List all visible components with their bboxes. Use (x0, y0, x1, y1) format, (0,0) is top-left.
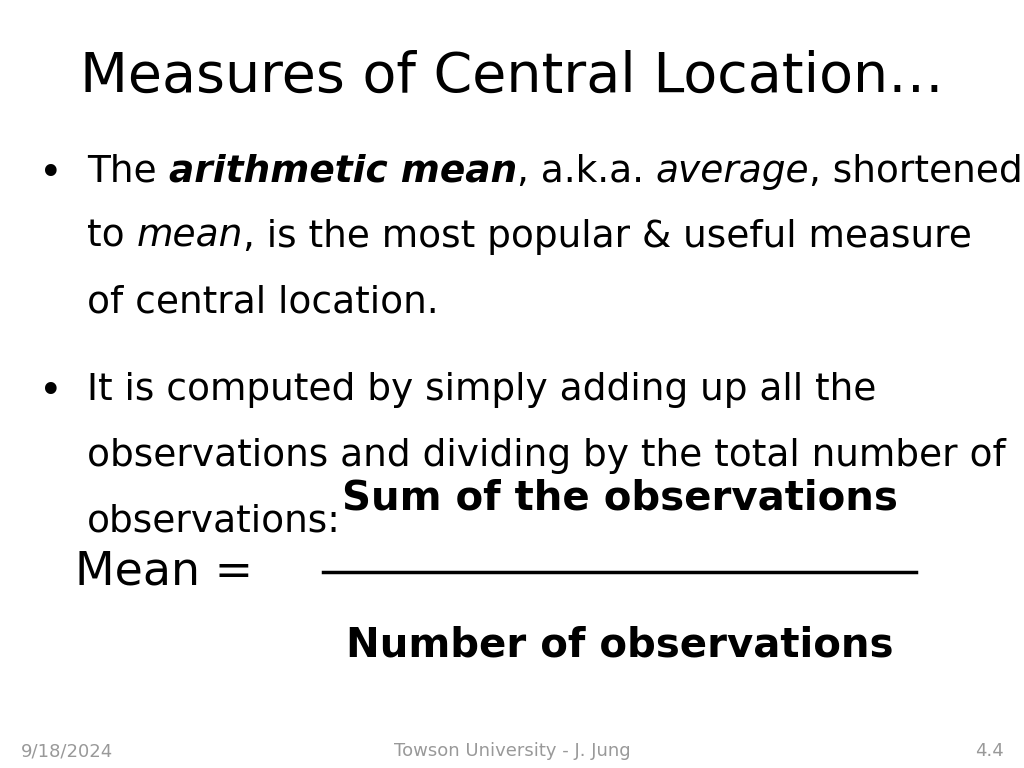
Text: It is computed by simply adding up all the: It is computed by simply adding up all t… (87, 372, 877, 409)
Text: 9/18/2024: 9/18/2024 (20, 742, 113, 760)
Text: Mean =: Mean = (75, 550, 253, 594)
Text: 4.4: 4.4 (975, 742, 1004, 760)
Text: , is the most popular & useful measure: , is the most popular & useful measure (243, 219, 972, 255)
Text: of central location.: of central location. (87, 284, 438, 320)
Text: Measures of Central Location…: Measures of Central Location… (80, 50, 944, 104)
Text: arithmetic mean: arithmetic mean (169, 154, 517, 190)
Text: mean: mean (136, 219, 243, 255)
Text: to: to (87, 219, 136, 255)
Text: , a.k.a.: , a.k.a. (517, 154, 655, 190)
Text: The: The (87, 154, 169, 190)
Text: , shortened: , shortened (809, 154, 1023, 190)
Text: observations:: observations: (87, 503, 341, 539)
Text: observations and dividing by the total number of: observations and dividing by the total n… (87, 438, 1006, 474)
Text: Number of observations: Number of observations (346, 626, 893, 666)
Text: •: • (39, 372, 62, 412)
Text: average: average (655, 154, 809, 190)
Text: •: • (39, 154, 62, 194)
Text: Towson University - J. Jung: Towson University - J. Jung (393, 742, 631, 760)
Text: Sum of the observations: Sum of the observations (342, 478, 897, 518)
